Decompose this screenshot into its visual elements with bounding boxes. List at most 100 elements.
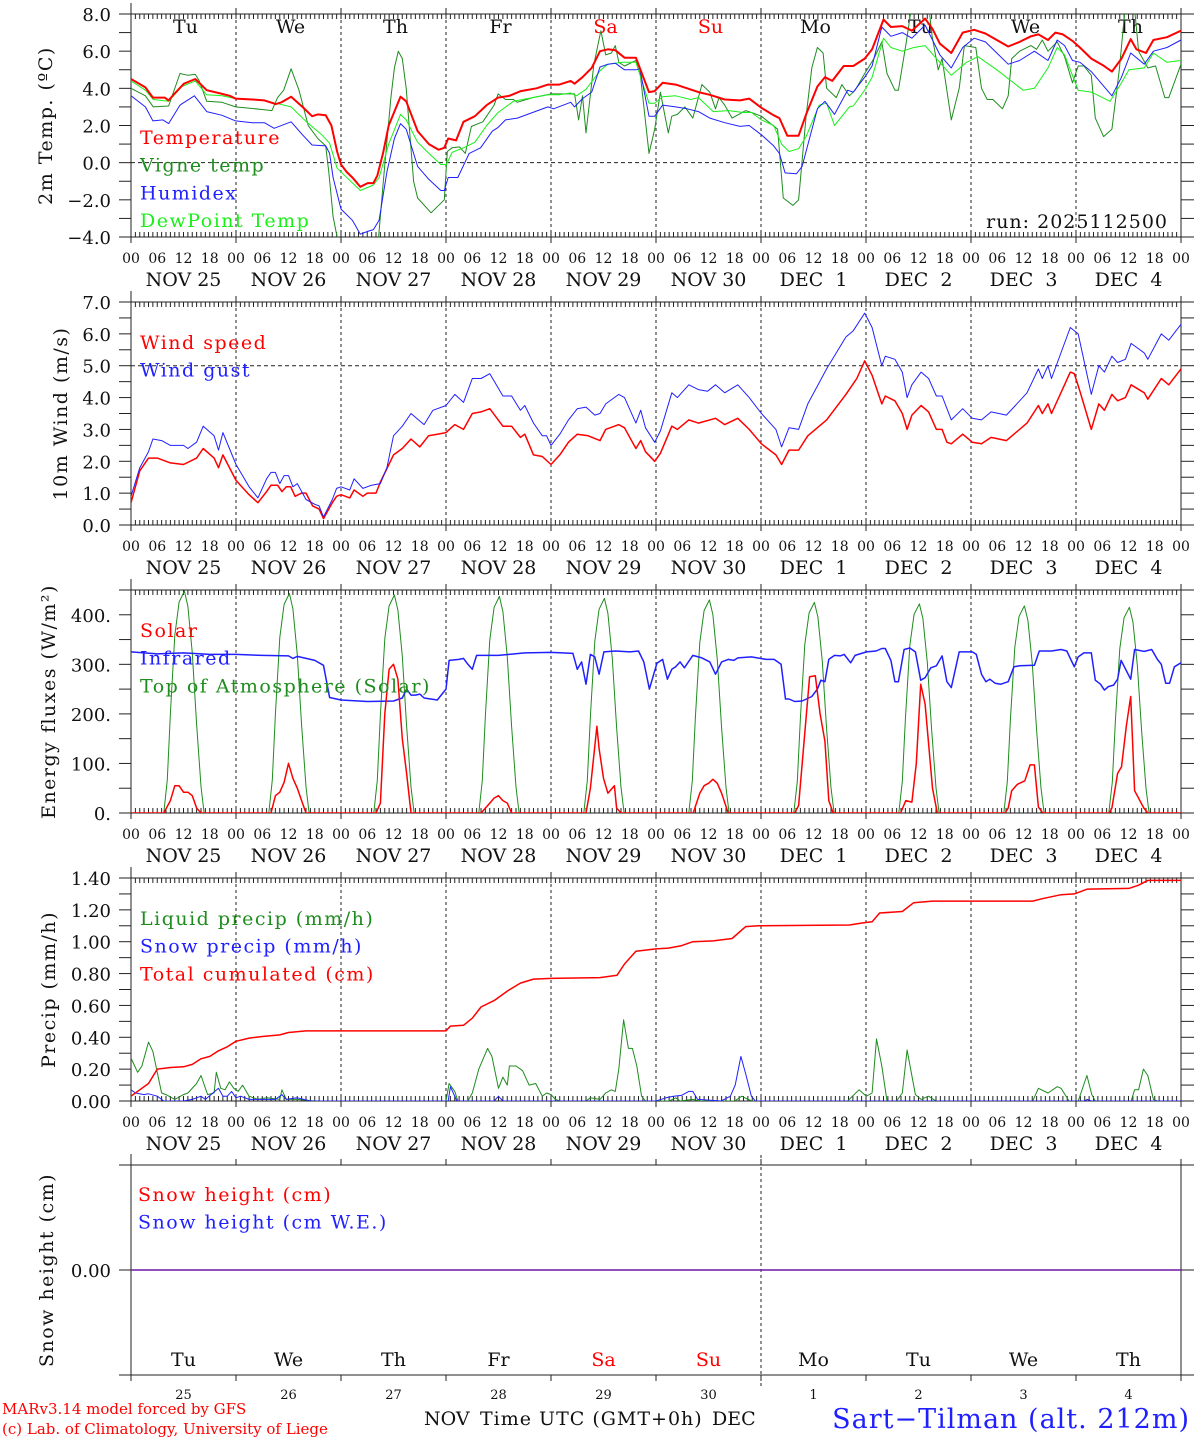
x-hour-label: 12 <box>175 539 193 555</box>
x-hour-label: 18 <box>1146 251 1164 267</box>
x-hour-label: 06 <box>358 1115 376 1131</box>
x-hour-label: 06 <box>148 1115 166 1131</box>
x-hour-label: 18 <box>201 251 219 267</box>
x-hour-label: 06 <box>883 539 901 555</box>
x-hour-label: 00 <box>1172 539 1190 555</box>
weekday-label: We <box>1011 16 1040 38</box>
y-tick-label: 1.00 <box>71 933 111 954</box>
legend-entry: Snow height (cm W.E.) <box>138 1212 388 1234</box>
x-date-label: NOV 28 <box>461 845 537 867</box>
x-hour-label: 06 <box>358 251 376 267</box>
x-hour-label: 12 <box>1120 251 1138 267</box>
series-temperature <box>131 17 1181 188</box>
y-tick-label: 0.0 <box>82 516 111 537</box>
x-hour-label: 12 <box>1015 539 1033 555</box>
x-hour-label: 12 <box>1120 1115 1138 1131</box>
x-hour-label: 18 <box>201 539 219 555</box>
x-date-label: NOV 26 <box>251 557 327 579</box>
x-hour-label: 12 <box>595 251 613 267</box>
day-number-label: 26 <box>280 1388 297 1403</box>
x-hour-label: 12 <box>910 251 928 267</box>
legend-entry: DewPoint Temp <box>140 210 310 232</box>
y-axis-title: Energy fluxes (W/m²) <box>38 584 60 819</box>
y-tick-label: 0.40 <box>71 1028 111 1049</box>
x-hour-label: 18 <box>516 827 534 843</box>
y-tick-label: 1.20 <box>71 901 111 922</box>
x-date-label: NOV 27 <box>356 269 432 291</box>
x-hour-label: 06 <box>673 251 691 267</box>
x-hour-label: 18 <box>201 1115 219 1131</box>
x-date-label: NOV 27 <box>356 845 432 867</box>
x-hour-label: 12 <box>595 1115 613 1131</box>
weekday-label: Tu <box>171 1349 196 1371</box>
x-hour-label: 12 <box>910 539 928 555</box>
x-hour-label: 12 <box>280 539 298 555</box>
x-hour-label: 18 <box>1041 251 1059 267</box>
x-date-label: DEC 4 <box>1095 269 1163 291</box>
x-hour-label: 00 <box>227 827 245 843</box>
weekday-label: Tu <box>906 1349 931 1371</box>
x-hour-label: 00 <box>227 251 245 267</box>
x-hour-label: 12 <box>490 1115 508 1131</box>
x-hour-label: 12 <box>1120 539 1138 555</box>
month-label-left: NOV <box>424 1408 470 1430</box>
y-axis-title: Snow height (cm) <box>36 1173 58 1367</box>
series-infrared <box>131 647 1181 703</box>
x-hour-label: 06 <box>883 827 901 843</box>
x-hour-label: 00 <box>752 539 770 555</box>
x-hour-label: 18 <box>516 539 534 555</box>
x-hour-label: 06 <box>1093 1115 1111 1131</box>
x-hour-label: 12 <box>805 251 823 267</box>
x-hour-label: 00 <box>437 539 455 555</box>
y-axis-title: Precip (mm/h) <box>38 911 60 1068</box>
weekday-label: Su <box>696 1349 721 1371</box>
x-hour-label: 18 <box>621 827 639 843</box>
weekday-label: Sa <box>591 1349 615 1371</box>
y-tick-label: 8.0 <box>82 5 111 26</box>
series-group <box>131 590 1181 813</box>
x-date-label: DEC 4 <box>1095 845 1163 867</box>
x-hour-label: 06 <box>358 827 376 843</box>
x-hour-label: 00 <box>332 539 350 555</box>
x-hour-label: 06 <box>358 539 376 555</box>
day-number-label: 29 <box>595 1388 612 1403</box>
x-hour-label: 18 <box>621 539 639 555</box>
x-hour-label: 12 <box>490 251 508 267</box>
x-hour-label: 18 <box>411 1115 429 1131</box>
y-tick-label: 2.0 <box>82 117 111 138</box>
weekday-label: Tu <box>908 16 933 38</box>
x-hour-label: 18 <box>516 251 534 267</box>
model-credit: MARv3.14 model forced by GFS <box>2 1400 246 1418</box>
y-tick-label: 0.00 <box>71 1261 111 1282</box>
x-hour-label: 06 <box>988 539 1006 555</box>
x-hour-label: 00 <box>857 827 875 843</box>
x-date-label: NOV 26 <box>251 269 327 291</box>
x-hour-label: 18 <box>936 1115 954 1131</box>
x-hour-label: 06 <box>1093 539 1111 555</box>
series-group <box>131 879 1181 1101</box>
x-date-label: NOV 25 <box>146 845 222 867</box>
panel-3: 0. 100. 200. 300. 400. Energy fluxes (W/m²) 00… <box>38 579 1194 867</box>
x-date-label: NOV 27 <box>356 557 432 579</box>
x-hour-label: 06 <box>253 251 271 267</box>
weekday-label: We <box>274 1349 303 1371</box>
x-date-label: DEC 1 <box>780 845 848 867</box>
x-hour-label: 06 <box>148 539 166 555</box>
x-date-label: DEC 1 <box>780 269 848 291</box>
x-hour-label: 00 <box>542 539 560 555</box>
run-annotation: run: 2025112500 <box>986 211 1168 233</box>
y-tick-label: 5.0 <box>82 357 111 378</box>
series-wind-speed <box>131 360 1181 520</box>
legend-entry: Infrared <box>140 648 232 670</box>
x-hour-label: 00 <box>962 827 980 843</box>
y-tick-label: 100. <box>71 754 111 775</box>
x-hour-label: 00 <box>647 539 665 555</box>
x-hour-label: 06 <box>1093 827 1111 843</box>
x-date-label: NOV 27 <box>356 1133 432 1155</box>
x-hour-label: 12 <box>175 1115 193 1131</box>
month-label-right: DEC <box>712 1408 756 1430</box>
x-hour-label: 12 <box>175 827 193 843</box>
x-hour-label: 00 <box>857 251 875 267</box>
weekday-label: Th <box>1118 16 1143 38</box>
y-tick-label: −2.0 <box>67 191 111 212</box>
